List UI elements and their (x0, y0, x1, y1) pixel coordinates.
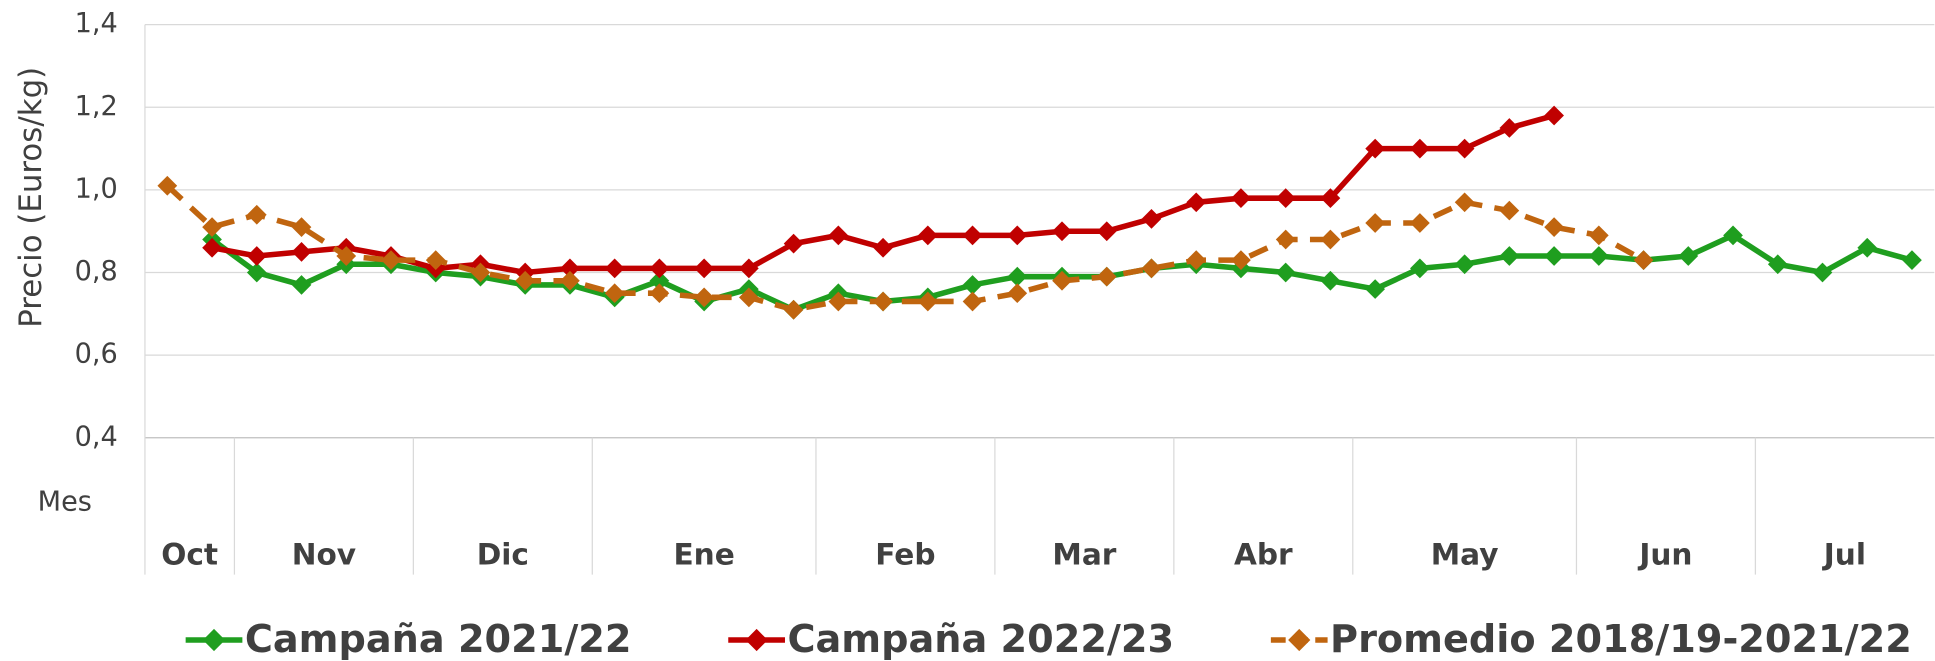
y-tick-label: 1,4 (75, 8, 118, 39)
point-marker (739, 287, 759, 308)
month-label: Oct (161, 538, 218, 572)
month-label: Mar (1052, 538, 1116, 572)
point-marker (1096, 266, 1117, 287)
point-marker (1499, 246, 1520, 266)
point-marker (1678, 246, 1699, 266)
point-marker (649, 258, 670, 279)
legend-label: Campaña 2021/22 (245, 618, 632, 661)
point-marker (1365, 279, 1386, 299)
point-marker (649, 283, 670, 304)
point-marker (1633, 250, 1654, 271)
month-label: May (1431, 538, 1499, 572)
month-label: Nov (292, 538, 356, 572)
point-marker (917, 225, 938, 246)
y-axis-label: Precio (Euros/kg) (13, 67, 49, 328)
point-marker (1454, 138, 1475, 159)
point-marker (962, 291, 983, 312)
point-marker (1186, 192, 1207, 213)
point-marker (336, 246, 357, 266)
point-marker (1007, 266, 1028, 287)
point-marker (1320, 188, 1341, 209)
point-marker (202, 217, 222, 237)
point-marker (1320, 229, 1341, 250)
y-tick-label: 0,4 (75, 421, 118, 452)
y-tick-label: 0,8 (75, 256, 118, 287)
point-marker (1544, 105, 1564, 126)
point-marker (1275, 262, 1296, 283)
point-marker (246, 204, 267, 225)
point-marker (604, 258, 625, 279)
point-marker (783, 299, 804, 320)
point-marker (1275, 188, 1296, 209)
point-marker (246, 246, 267, 266)
point-marker (1454, 254, 1475, 275)
y-tick-label: 1,0 (75, 173, 118, 204)
point-marker (1365, 213, 1386, 233)
month-label: Jul (1822, 538, 1866, 572)
point-marker (1052, 221, 1072, 242)
point-marker (1857, 237, 1878, 258)
point-marker (1588, 246, 1609, 266)
point-marker (1141, 208, 1162, 229)
point-marker (1275, 229, 1296, 250)
point-marker (1410, 213, 1430, 233)
point-marker (739, 258, 759, 279)
point-marker (1007, 283, 1028, 304)
month-label: Ene (673, 538, 734, 572)
point-marker (604, 283, 625, 304)
point-marker (291, 242, 312, 262)
point-marker (694, 287, 714, 308)
point-marker (1231, 188, 1251, 209)
month-label: Dic (477, 538, 529, 572)
point-marker (1499, 118, 1520, 138)
month-label: Feb (875, 538, 935, 572)
point-marker (694, 258, 714, 279)
month-label: Jun (1637, 538, 1692, 572)
legend-marker (202, 628, 226, 652)
series-line (165, 183, 1645, 313)
point-marker (202, 237, 222, 258)
y-tick-label: 0,6 (75, 339, 118, 370)
point-marker (1454, 192, 1475, 213)
point-marker (873, 291, 893, 312)
y-tick-label: 1,2 (75, 91, 118, 122)
point-marker (291, 217, 312, 237)
point-marker (873, 237, 893, 258)
point-marker (1544, 246, 1564, 266)
point-marker (1723, 225, 1743, 246)
point-marker (1588, 225, 1609, 246)
point-marker (157, 175, 178, 196)
point-marker (1902, 250, 1922, 271)
point-marker (1007, 225, 1028, 246)
point-marker (1544, 217, 1564, 237)
legend-label: Promedio 2018/19-2021/22 (1330, 618, 1912, 661)
point-marker (291, 275, 312, 295)
point-marker (1096, 221, 1117, 242)
point-marker (1410, 258, 1430, 279)
point-marker (783, 233, 804, 254)
point-marker (1320, 270, 1341, 291)
legend-marker (745, 628, 768, 652)
point-marker (962, 225, 983, 246)
point-marker (828, 225, 849, 246)
point-marker (1499, 200, 1520, 221)
month-label: Abr (1234, 538, 1293, 572)
point-marker (1812, 262, 1833, 283)
legend-marker (1288, 628, 1311, 652)
legend-label: Campaña 2022/23 (787, 618, 1174, 661)
point-marker (470, 262, 491, 283)
x-axis-label: Mes (38, 487, 92, 518)
point-marker (1141, 258, 1162, 279)
point-marker (1410, 138, 1430, 159)
